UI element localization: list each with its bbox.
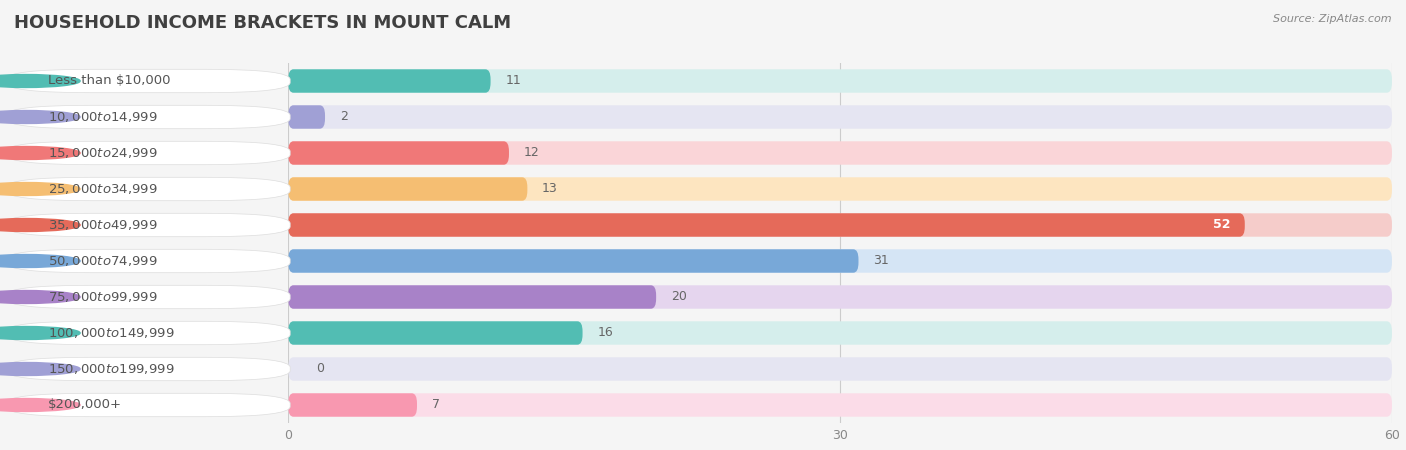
- Text: 2: 2: [340, 111, 347, 123]
- Text: 16: 16: [598, 327, 613, 339]
- FancyBboxPatch shape: [288, 213, 1392, 237]
- FancyBboxPatch shape: [288, 141, 509, 165]
- FancyBboxPatch shape: [6, 249, 290, 273]
- FancyBboxPatch shape: [6, 213, 290, 237]
- FancyBboxPatch shape: [288, 285, 657, 309]
- FancyBboxPatch shape: [288, 249, 859, 273]
- FancyBboxPatch shape: [6, 321, 290, 345]
- Text: $35,000 to $49,999: $35,000 to $49,999: [48, 218, 157, 232]
- Circle shape: [0, 255, 80, 267]
- Circle shape: [0, 327, 80, 339]
- Text: $50,000 to $74,999: $50,000 to $74,999: [48, 254, 157, 268]
- Text: HOUSEHOLD INCOME BRACKETS IN MOUNT CALM: HOUSEHOLD INCOME BRACKETS IN MOUNT CALM: [14, 14, 512, 32]
- FancyBboxPatch shape: [288, 213, 1244, 237]
- FancyBboxPatch shape: [6, 285, 290, 309]
- FancyBboxPatch shape: [288, 249, 1392, 273]
- FancyBboxPatch shape: [288, 69, 1392, 93]
- Text: 20: 20: [671, 291, 686, 303]
- Text: 11: 11: [505, 75, 522, 87]
- FancyBboxPatch shape: [288, 393, 418, 417]
- Text: Less than $10,000: Less than $10,000: [48, 75, 172, 87]
- Circle shape: [0, 147, 80, 159]
- Text: Source: ZipAtlas.com: Source: ZipAtlas.com: [1274, 14, 1392, 23]
- FancyBboxPatch shape: [288, 105, 325, 129]
- Text: $200,000+: $200,000+: [48, 399, 122, 411]
- Text: 13: 13: [543, 183, 558, 195]
- Text: $15,000 to $24,999: $15,000 to $24,999: [48, 146, 157, 160]
- FancyBboxPatch shape: [288, 177, 1392, 201]
- FancyBboxPatch shape: [288, 321, 582, 345]
- FancyBboxPatch shape: [6, 69, 290, 93]
- FancyBboxPatch shape: [288, 393, 1392, 417]
- Text: $75,000 to $99,999: $75,000 to $99,999: [48, 290, 157, 304]
- FancyBboxPatch shape: [288, 321, 1392, 345]
- FancyBboxPatch shape: [288, 105, 1392, 129]
- FancyBboxPatch shape: [288, 177, 527, 201]
- Text: 12: 12: [523, 147, 540, 159]
- FancyBboxPatch shape: [288, 69, 491, 93]
- FancyBboxPatch shape: [6, 141, 290, 165]
- Text: $10,000 to $14,999: $10,000 to $14,999: [48, 110, 157, 124]
- Circle shape: [0, 399, 80, 411]
- Text: 0: 0: [316, 363, 323, 375]
- Text: $150,000 to $199,999: $150,000 to $199,999: [48, 362, 174, 376]
- FancyBboxPatch shape: [288, 285, 1392, 309]
- Text: 7: 7: [432, 399, 440, 411]
- Circle shape: [0, 183, 80, 195]
- Circle shape: [0, 111, 80, 123]
- FancyBboxPatch shape: [288, 357, 1392, 381]
- Circle shape: [0, 363, 80, 375]
- FancyBboxPatch shape: [6, 177, 290, 201]
- Circle shape: [0, 219, 80, 231]
- FancyBboxPatch shape: [6, 105, 290, 129]
- Circle shape: [0, 291, 80, 303]
- FancyBboxPatch shape: [6, 357, 290, 381]
- Text: $100,000 to $149,999: $100,000 to $149,999: [48, 326, 174, 340]
- Text: 31: 31: [873, 255, 889, 267]
- Text: $25,000 to $34,999: $25,000 to $34,999: [48, 182, 157, 196]
- FancyBboxPatch shape: [6, 393, 290, 417]
- FancyBboxPatch shape: [288, 141, 1392, 165]
- Text: 52: 52: [1212, 219, 1230, 231]
- Circle shape: [0, 75, 80, 87]
